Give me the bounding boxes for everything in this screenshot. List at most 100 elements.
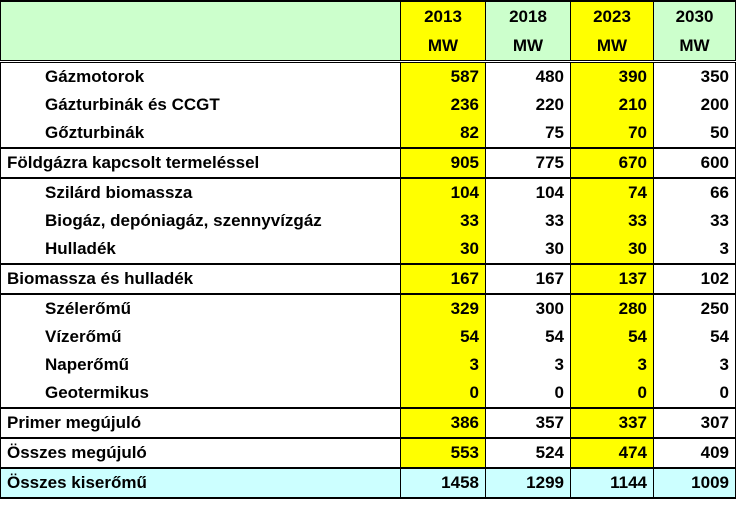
cell-2018: 775 bbox=[485, 148, 571, 179]
cell-2023: 210 bbox=[570, 91, 654, 119]
row-label: Összes kiserőmű bbox=[0, 467, 401, 498]
cell-2030: 307 bbox=[653, 408, 736, 439]
cell-2023: 70 bbox=[570, 119, 654, 149]
cell-2018: 167 bbox=[485, 264, 571, 295]
unit-header: MW bbox=[570, 31, 654, 63]
cell-2023: 670 bbox=[570, 148, 654, 179]
cell-2018: 33 bbox=[485, 207, 571, 235]
table-row: Geotermikus 0 0 0 0 bbox=[0, 379, 736, 409]
cell-2013: 54 bbox=[400, 323, 486, 351]
row-label: Biomassza és hulladék bbox=[0, 264, 401, 295]
year-header: 2013 bbox=[400, 1, 486, 31]
table-row: Szilárd biomassza 104 104 74 66 bbox=[0, 178, 736, 207]
table-row: Gázturbinák és CCGT 236 220 210 200 bbox=[0, 91, 736, 119]
row-label: Összes megújuló bbox=[0, 438, 401, 468]
cell-2023: 137 bbox=[570, 264, 654, 295]
cell-2018: 104 bbox=[485, 178, 571, 207]
cell-2030: 3 bbox=[653, 235, 736, 265]
cell-2018: 54 bbox=[485, 323, 571, 351]
cell-2030: 102 bbox=[653, 264, 736, 295]
cell-2013: 1458 bbox=[400, 467, 486, 498]
total-row: Összes kiserőmű 1458 1299 1144 1009 bbox=[0, 467, 736, 498]
capacity-table: 2013 2018 2023 2030 MW MW MW MW Gázmotor… bbox=[0, 0, 736, 499]
cell-2023: 474 bbox=[570, 438, 654, 468]
cell-2023: 33 bbox=[570, 207, 654, 235]
cell-2018: 357 bbox=[485, 408, 571, 439]
row-label: Földgázra kapcsolt termeléssel bbox=[0, 148, 401, 179]
row-label: Gázturbinák és CCGT bbox=[0, 91, 401, 119]
unit-header: MW bbox=[653, 31, 736, 63]
unit-header: MW bbox=[485, 31, 571, 63]
cell-2013: 386 bbox=[400, 408, 486, 439]
cell-2018: 3 bbox=[485, 351, 571, 379]
cell-2018: 1299 bbox=[485, 467, 571, 498]
cell-2013: 236 bbox=[400, 91, 486, 119]
cell-2023: 30 bbox=[570, 235, 654, 265]
row-label: Vízerőmű bbox=[0, 323, 401, 351]
cell-2023: 0 bbox=[570, 379, 654, 409]
cell-2030: 409 bbox=[653, 438, 736, 468]
header-corner bbox=[0, 31, 401, 63]
subtotal-row: Összes megújuló 553 524 474 409 bbox=[0, 438, 736, 468]
header-corner bbox=[0, 1, 401, 31]
cell-2023: 337 bbox=[570, 408, 654, 439]
table-row: Gázmotorok 587 480 390 350 bbox=[0, 61, 736, 91]
cell-2030: 66 bbox=[653, 178, 736, 207]
cell-2018: 220 bbox=[485, 91, 571, 119]
cell-2013: 0 bbox=[400, 379, 486, 409]
cell-2030: 350 bbox=[653, 61, 736, 91]
cell-2023: 280 bbox=[570, 294, 654, 323]
subtotal-row: Primer megújuló 386 357 337 307 bbox=[0, 408, 736, 439]
table-row: Szélerőmű 329 300 280 250 bbox=[0, 294, 736, 323]
cell-2013: 104 bbox=[400, 178, 486, 207]
cell-2013: 33 bbox=[400, 207, 486, 235]
cell-2013: 167 bbox=[400, 264, 486, 295]
subtotal-row: Földgázra kapcsolt termeléssel 905 775 6… bbox=[0, 148, 736, 179]
cell-2023: 3 bbox=[570, 351, 654, 379]
cell-2018: 300 bbox=[485, 294, 571, 323]
cell-2013: 553 bbox=[400, 438, 486, 468]
cell-2013: 587 bbox=[400, 61, 486, 91]
row-label: Primer megújuló bbox=[0, 408, 401, 439]
cell-2023: 390 bbox=[570, 61, 654, 91]
cell-2023: 74 bbox=[570, 178, 654, 207]
cell-2030: 600 bbox=[653, 148, 736, 179]
row-label: Szilárd biomassza bbox=[0, 178, 401, 207]
cell-2023: 54 bbox=[570, 323, 654, 351]
cell-2018: 480 bbox=[485, 61, 571, 91]
cell-2013: 905 bbox=[400, 148, 486, 179]
year-header: 2018 bbox=[485, 1, 571, 31]
row-label: Biogáz, depóniagáz, szennyvízgáz bbox=[0, 207, 401, 235]
cell-2018: 75 bbox=[485, 119, 571, 149]
cell-2023: 1144 bbox=[570, 467, 654, 498]
cell-2030: 1009 bbox=[653, 467, 736, 498]
cell-2030: 200 bbox=[653, 91, 736, 119]
cell-2030: 54 bbox=[653, 323, 736, 351]
cell-2013: 82 bbox=[400, 119, 486, 149]
year-header: 2030 bbox=[653, 1, 736, 31]
cell-2018: 524 bbox=[485, 438, 571, 468]
cell-2030: 33 bbox=[653, 207, 736, 235]
table-row: Biogáz, depóniagáz, szennyvízgáz 33 33 3… bbox=[0, 207, 736, 235]
row-label: Szélerőmű bbox=[0, 294, 401, 323]
row-label: Geotermikus bbox=[0, 379, 401, 409]
cell-2013: 3 bbox=[400, 351, 486, 379]
cell-2030: 250 bbox=[653, 294, 736, 323]
header-row-years: 2013 2018 2023 2030 bbox=[0, 1, 736, 31]
cell-2030: 50 bbox=[653, 119, 736, 149]
row-label: Gőzturbinák bbox=[0, 119, 401, 149]
cell-2018: 30 bbox=[485, 235, 571, 265]
row-label: Hulladék bbox=[0, 235, 401, 265]
row-label: Gázmotorok bbox=[0, 61, 401, 91]
cell-2030: 3 bbox=[653, 351, 736, 379]
table-row: Hulladék 30 30 30 3 bbox=[0, 235, 736, 265]
table-row: Naperőmű 3 3 3 3 bbox=[0, 351, 736, 379]
table-row: Vízerőmű 54 54 54 54 bbox=[0, 323, 736, 351]
cell-2030: 0 bbox=[653, 379, 736, 409]
row-label: Naperőmű bbox=[0, 351, 401, 379]
year-header: 2023 bbox=[570, 1, 654, 31]
header-row-units: MW MW MW MW bbox=[0, 31, 736, 63]
cell-2013: 329 bbox=[400, 294, 486, 323]
cell-2013: 30 bbox=[400, 235, 486, 265]
